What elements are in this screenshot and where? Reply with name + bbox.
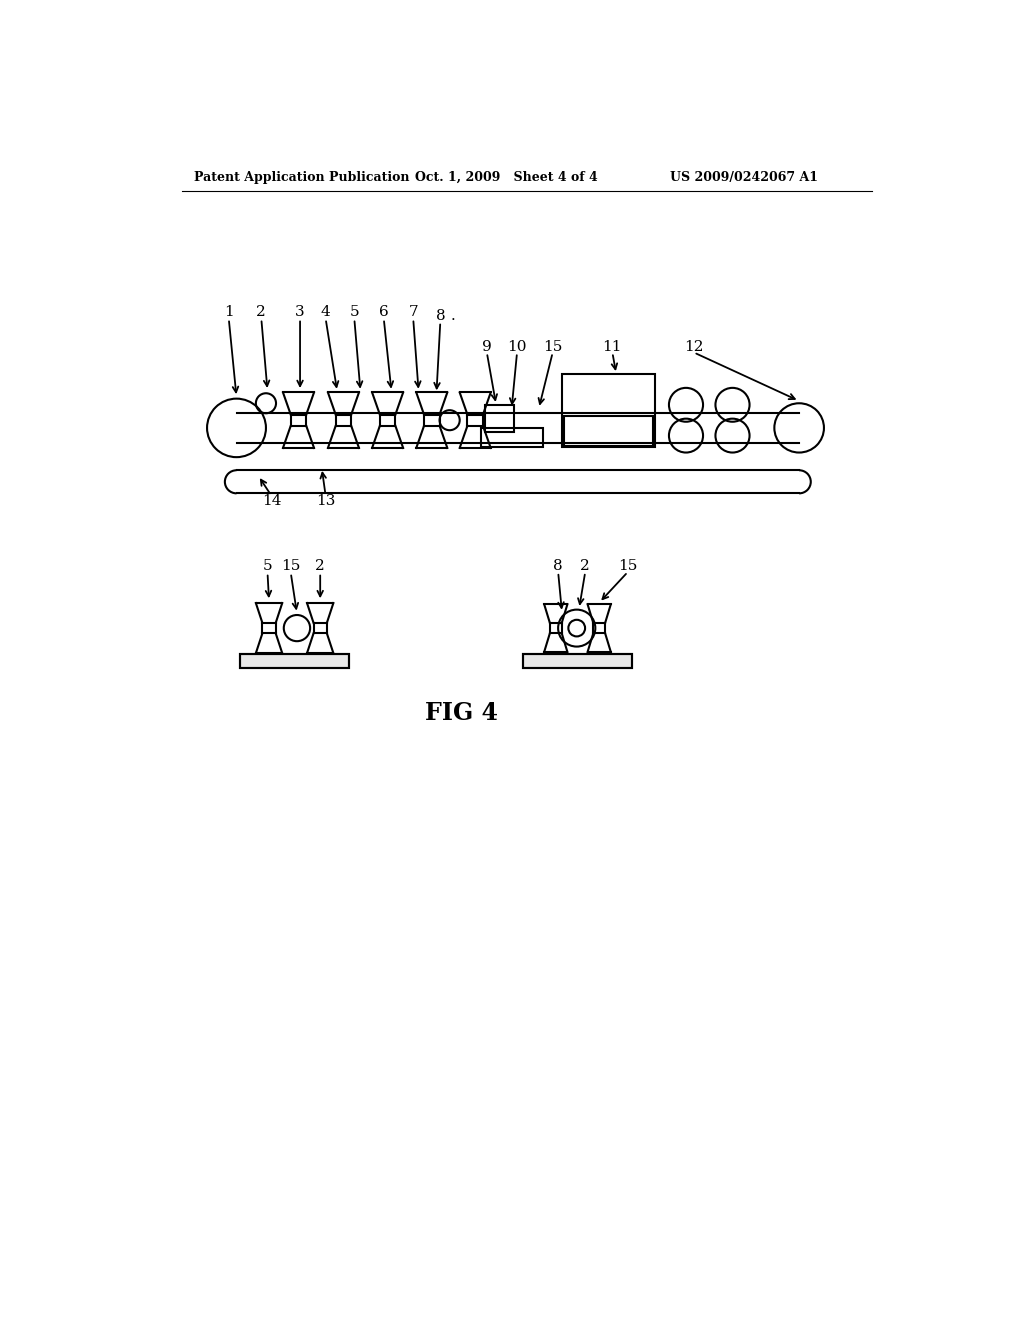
- Text: 15: 15: [543, 341, 562, 354]
- Bar: [484, 405, 514, 432]
- Text: 2: 2: [256, 305, 266, 319]
- Bar: [241, 655, 349, 668]
- Text: Oct. 1, 2009   Sheet 4 of 4: Oct. 1, 2009 Sheet 4 of 4: [415, 172, 597, 185]
- Text: 14: 14: [261, 494, 282, 508]
- Bar: [523, 655, 632, 668]
- Text: .: .: [452, 309, 456, 323]
- Text: US 2009/0242067 A1: US 2009/0242067 A1: [671, 172, 818, 185]
- Text: 2: 2: [581, 560, 590, 573]
- Text: 7: 7: [409, 305, 418, 319]
- Text: 11: 11: [603, 341, 623, 354]
- Text: 9: 9: [482, 341, 492, 354]
- Text: 4: 4: [321, 305, 331, 319]
- Text: 13: 13: [316, 494, 335, 508]
- Text: 8: 8: [435, 309, 445, 323]
- Text: 10: 10: [507, 341, 526, 354]
- Text: Patent Application Publication: Patent Application Publication: [194, 172, 410, 185]
- Bar: [563, 416, 653, 446]
- Text: 2: 2: [315, 560, 325, 573]
- Bar: [241, 655, 349, 668]
- Text: 12: 12: [684, 341, 703, 354]
- Text: 1: 1: [224, 305, 233, 319]
- Text: 15: 15: [281, 560, 300, 573]
- Text: 5: 5: [349, 305, 359, 319]
- Text: 15: 15: [618, 560, 638, 573]
- Bar: [523, 655, 632, 668]
- Text: FIG 4: FIG 4: [425, 701, 498, 725]
- Bar: [480, 428, 543, 447]
- Text: 6: 6: [379, 305, 389, 319]
- Text: 5: 5: [263, 560, 272, 573]
- Text: 8: 8: [553, 560, 563, 573]
- Bar: [562, 374, 655, 447]
- Text: 3: 3: [295, 305, 305, 319]
